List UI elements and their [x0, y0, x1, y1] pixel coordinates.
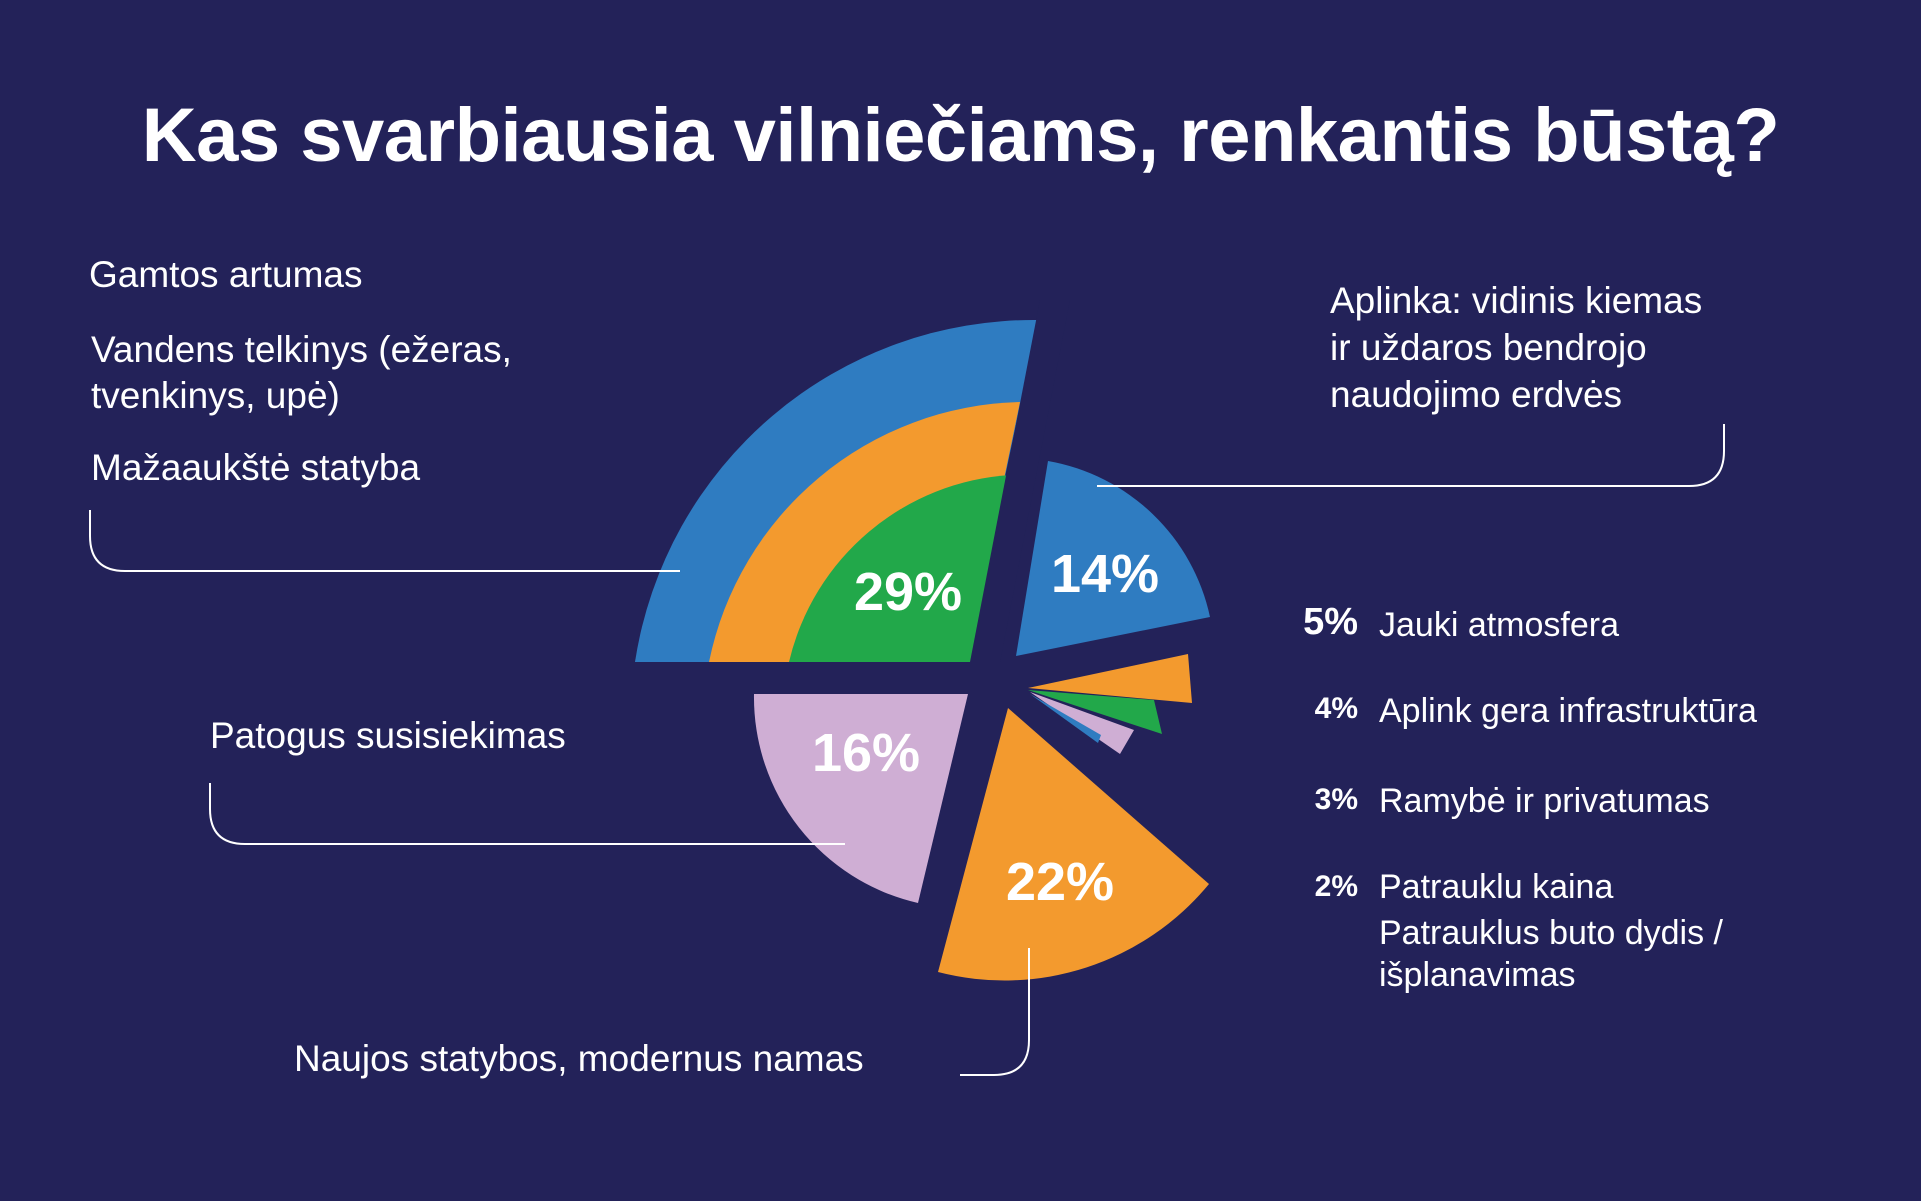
slice-14-value: 14% — [1051, 544, 1159, 604]
legend-label-price: Patrauklu kaina — [1379, 868, 1614, 906]
legend-label-atmosphere: Jauki atmosfera — [1379, 606, 1619, 644]
slice-3-privacy — [1030, 692, 1134, 754]
label-courtyard-line2: ir uždaros bendrojo — [1330, 327, 1647, 368]
slice-29-value: 29% — [854, 562, 962, 622]
slice-2-price — [1030, 694, 1101, 743]
label-water-line1: Vandens telkinys (ežeras, — [91, 329, 512, 370]
legend-label-size-line1: Patrauklus buto dydis / — [1379, 914, 1723, 952]
slice-29-inner-green — [789, 475, 1011, 662]
slice-22-value: 22% — [1006, 852, 1114, 912]
chart-title: Kas svarbiausia vilniečiams, renkantis b… — [141, 93, 1780, 178]
leader-newbuild — [960, 948, 1030, 1076]
slice-4-infrastructure — [1028, 690, 1162, 734]
legend-pct-2: 2% — [1314, 870, 1358, 903]
legend-label-infrastructure: Aplink gera infrastruktūra — [1379, 692, 1757, 730]
slice-14-courtyard — [1016, 461, 1210, 656]
label-courtyard-line3: naudojimo erdvės — [1330, 374, 1623, 415]
slice-5-atmosphere — [1028, 654, 1192, 703]
label-transport: Patogus susisiekimas — [210, 715, 566, 756]
slice-16-value: 16% — [812, 723, 920, 783]
slice-16-transport — [753, 694, 968, 903]
legend-pct-4: 4% — [1314, 692, 1358, 725]
label-courtyard-line1: Aplinka: vidinis kiemas — [1330, 280, 1703, 321]
leader-nature — [89, 510, 680, 572]
leader-courtyard — [1097, 424, 1725, 487]
legend-pct-3: 3% — [1314, 783, 1358, 816]
legend-pct-5: 5% — [1303, 601, 1358, 643]
label-water-line2: tvenkinys, upė) — [91, 375, 340, 416]
slice-22-newbuild — [938, 708, 1209, 981]
legend-label-size-line2: išplanavimas — [1379, 956, 1576, 994]
label-newbuild: Naujos statybos, modernus namas — [294, 1038, 864, 1079]
legend-label-privacy: Ramybė ir privatumas — [1379, 782, 1710, 820]
leader-transport — [209, 783, 845, 845]
slice-nature-group — [635, 300, 1070, 662]
slice-29-notch — [970, 300, 1070, 662]
label-lowrise: Mažaaukštė statyba — [91, 447, 421, 488]
label-nature: Gamtos artumas — [89, 254, 363, 295]
